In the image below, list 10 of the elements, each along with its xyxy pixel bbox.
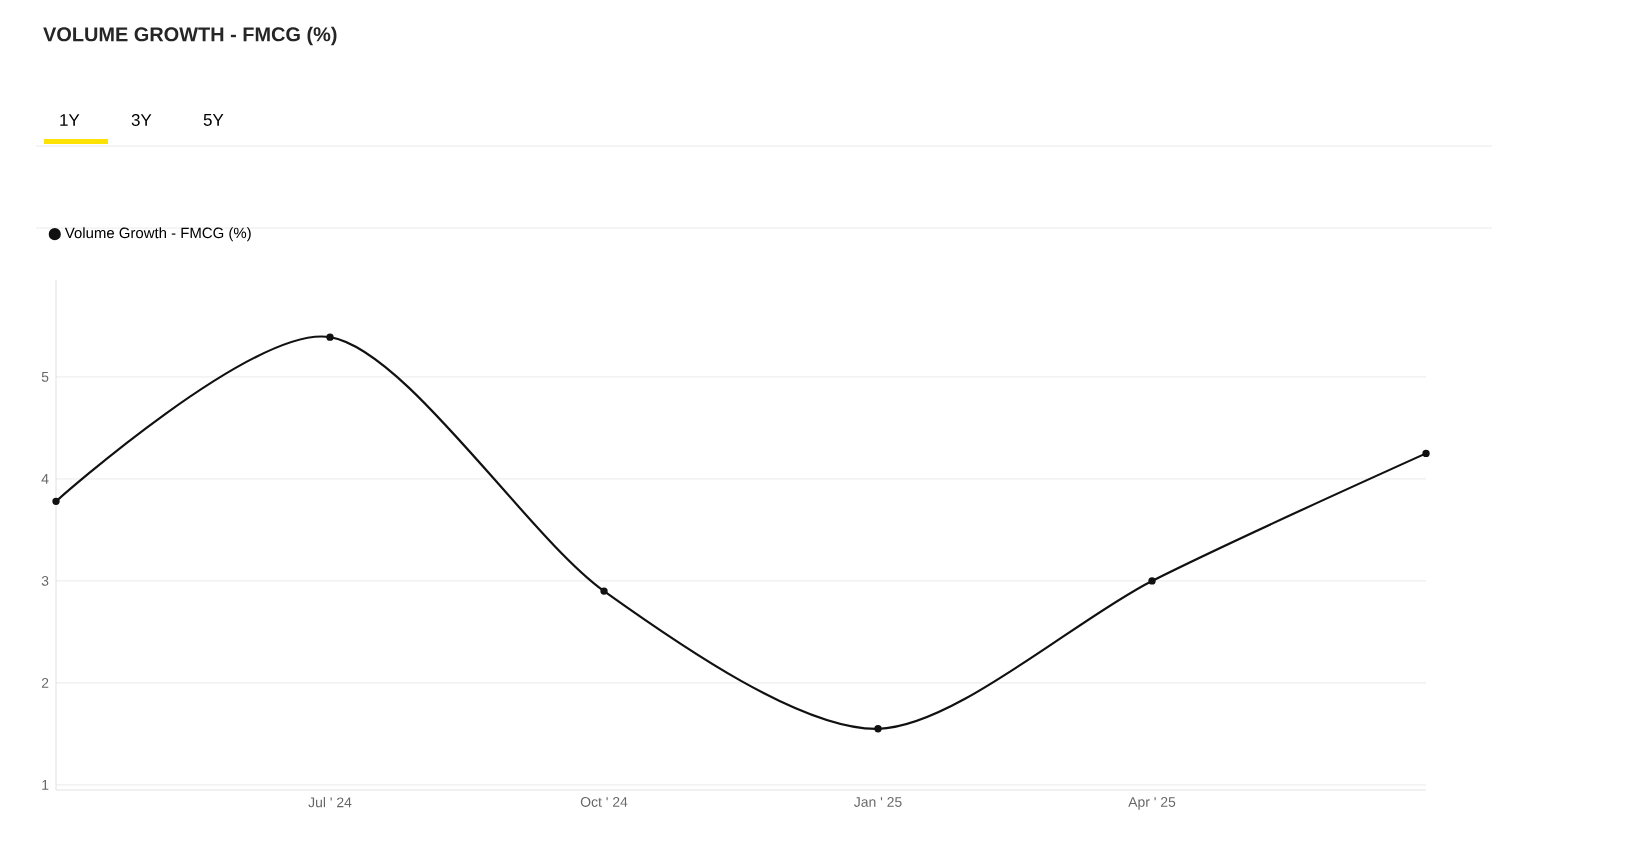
text: 3Y bbox=[131, 114, 152, 126]
point bbox=[600, 587, 608, 595]
text: 1Y bbox=[60, 114, 80, 126]
text: 5Y bbox=[203, 114, 224, 126]
point bbox=[326, 333, 334, 341]
point bbox=[1148, 577, 1156, 585]
point bbox=[1422, 449, 1430, 458]
point bbox=[52, 497, 60, 506]
point bbox=[874, 725, 882, 733]
chart-title: VOLUME GROWTH - FMCG (%) bbox=[43, 26, 337, 46]
